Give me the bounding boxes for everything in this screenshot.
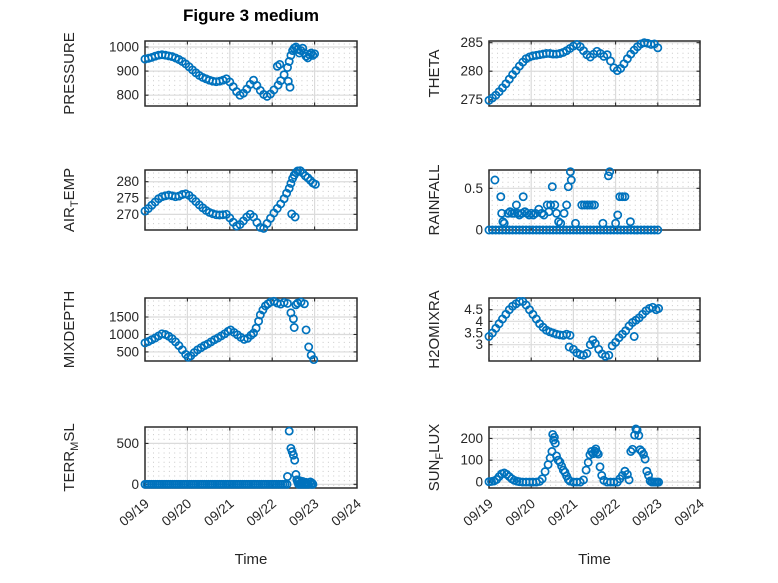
plot-area bbox=[145, 427, 357, 488]
svg-text:3.5: 3.5 bbox=[464, 326, 483, 341]
svg-text:270: 270 bbox=[116, 207, 139, 222]
y-axis-label-h2omixra: H2OMIXRA bbox=[426, 290, 443, 368]
y-tick-labels: 00.5 bbox=[464, 181, 483, 238]
svg-text:3: 3 bbox=[475, 337, 483, 352]
svg-text:09/21: 09/21 bbox=[545, 496, 581, 529]
svg-text:1000: 1000 bbox=[109, 40, 139, 55]
svg-text:09/24: 09/24 bbox=[671, 496, 707, 530]
svg-text:09/20: 09/20 bbox=[503, 496, 539, 529]
svg-text:09/19: 09/19 bbox=[460, 496, 496, 529]
y-axis-label-rainfall: RAINFALL bbox=[426, 165, 443, 236]
y-axis-label-theta: THETA bbox=[426, 49, 443, 97]
scatter-points-rainfall bbox=[484, 167, 663, 235]
svg-text:500: 500 bbox=[116, 436, 139, 451]
scatter-points-h2omixra bbox=[484, 297, 664, 361]
svg-text:09/23: 09/23 bbox=[286, 496, 322, 529]
major-grid bbox=[490, 299, 699, 360]
subplot-h2omixra: 33.544.5 H2OMIXRA bbox=[426, 290, 701, 369]
tick-marks bbox=[144, 41, 358, 106]
x-tick-labels: 09/19 09/20 09/21 09/22 09/23 09/24 bbox=[116, 496, 364, 530]
minor-grid bbox=[491, 172, 700, 228]
axes-box bbox=[488, 297, 701, 362]
y-tick-labels: 33.544.5 bbox=[464, 302, 483, 352]
axes-box bbox=[144, 40, 358, 107]
scatter-points-terr-msl bbox=[140, 426, 318, 489]
svg-text:0.5: 0.5 bbox=[464, 181, 483, 196]
axes-box bbox=[144, 169, 358, 231]
svg-text:900: 900 bbox=[116, 64, 139, 79]
svg-text:275: 275 bbox=[460, 92, 483, 107]
major-grid bbox=[146, 42, 356, 105]
svg-text:0: 0 bbox=[475, 223, 483, 238]
svg-text:0: 0 bbox=[475, 475, 483, 490]
svg-text:09/21: 09/21 bbox=[201, 496, 237, 529]
svg-text:4.5: 4.5 bbox=[464, 302, 483, 317]
subplot-mixdepth: 500 1000 1500 MIXDEPTH bbox=[61, 291, 358, 369]
svg-text:200: 200 bbox=[460, 431, 483, 446]
svg-text:09/19: 09/19 bbox=[116, 496, 152, 529]
subplot-pressure: 800 900 1000 PRESSURE bbox=[61, 32, 358, 115]
svg-text:0: 0 bbox=[131, 477, 139, 492]
y-tick-labels: 500 1000 1500 bbox=[109, 310, 139, 360]
subplot-terr-msl: 0 500 09/19 09/20 09/21 09/22 09/23 09/24 TERRMS… bbox=[61, 423, 364, 529]
major-grid bbox=[490, 42, 699, 105]
svg-text:09/22: 09/22 bbox=[587, 496, 623, 529]
svg-text:09/24: 09/24 bbox=[328, 496, 364, 530]
major-grid bbox=[490, 171, 699, 229]
tick-marks bbox=[144, 298, 358, 361]
axes-box bbox=[488, 40, 701, 107]
subplot-theta: 275 280 285 THETA bbox=[426, 35, 701, 107]
y-axis-label-mixdepth: MIXDEPTH bbox=[61, 291, 78, 369]
plot-area bbox=[489, 41, 700, 106]
scatter-points-pressure bbox=[140, 42, 320, 101]
minor-grid bbox=[147, 429, 356, 486]
svg-text:1000: 1000 bbox=[109, 327, 139, 342]
y-axis-label-air-temp: AIRTEMP bbox=[61, 168, 81, 232]
major-grid bbox=[490, 428, 699, 487]
svg-text:275: 275 bbox=[116, 191, 139, 206]
svg-text:800: 800 bbox=[116, 88, 139, 103]
scatter-points-sun-flux bbox=[484, 424, 664, 487]
plot-area bbox=[489, 298, 700, 361]
y-axis-label-sun-flux: SUNFLUX bbox=[426, 424, 446, 492]
x-axis-label-left: Time bbox=[234, 551, 268, 568]
tick-marks bbox=[488, 298, 701, 361]
subplot-sun-flux: 0 100 200 09/19 09/20 09/21 09/22 09/23 09/24 SUN… bbox=[426, 424, 707, 529]
svg-text:500: 500 bbox=[116, 344, 139, 359]
svg-text:09/22: 09/22 bbox=[244, 496, 280, 529]
svg-text:100: 100 bbox=[460, 453, 483, 468]
svg-text:285: 285 bbox=[460, 35, 483, 50]
svg-text:1500: 1500 bbox=[109, 310, 139, 325]
x-tick-labels: 09/19 09/20 09/21 09/22 09/23 09/24 bbox=[460, 496, 707, 530]
svg-text:280: 280 bbox=[116, 174, 139, 189]
svg-text:4: 4 bbox=[475, 314, 483, 329]
y-tick-labels: 0 500 bbox=[116, 436, 139, 492]
scatter-points-mixdepth bbox=[140, 296, 319, 365]
y-axis-label-pressure: PRESSURE bbox=[61, 32, 78, 115]
y-tick-labels: 275 280 285 bbox=[460, 35, 483, 107]
y-axis-label-terr-msl: TERRMSL bbox=[61, 423, 81, 491]
axes-box bbox=[488, 426, 701, 489]
scatter-points-air-temp bbox=[140, 166, 320, 233]
major-grid bbox=[146, 299, 356, 360]
plot-area bbox=[145, 41, 357, 106]
minor-grid bbox=[147, 172, 356, 228]
scatter-points-theta bbox=[484, 38, 663, 105]
y-tick-labels: 800 900 1000 bbox=[109, 40, 139, 103]
x-axis-label-right: Time bbox=[578, 551, 611, 568]
svg-text:09/23: 09/23 bbox=[629, 496, 665, 529]
svg-text:280: 280 bbox=[460, 64, 483, 79]
svg-text:09/20: 09/20 bbox=[159, 496, 195, 529]
axes-box bbox=[144, 297, 358, 362]
figure-title: Figure 3 medium bbox=[182, 6, 320, 25]
y-tick-labels: 0 100 200 bbox=[460, 431, 483, 490]
